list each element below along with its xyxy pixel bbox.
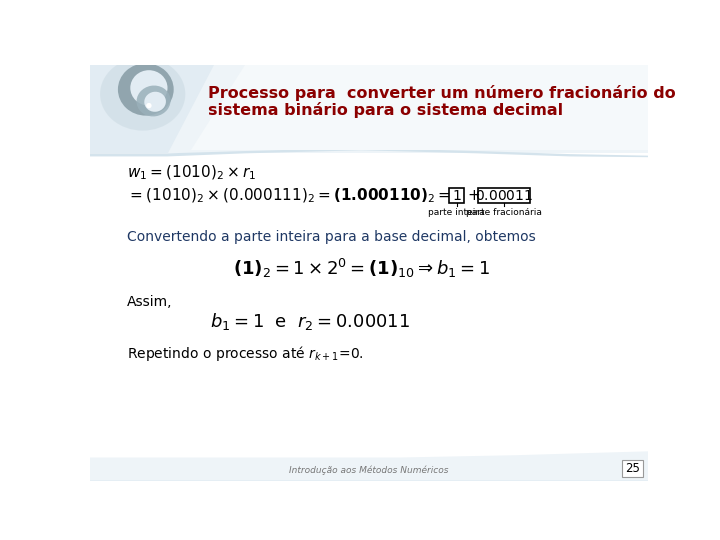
- Ellipse shape: [144, 92, 166, 112]
- FancyBboxPatch shape: [478, 188, 530, 204]
- Text: 25: 25: [625, 462, 640, 475]
- Bar: [90, 451, 648, 481]
- FancyBboxPatch shape: [449, 188, 464, 204]
- Text: parte fracionária: parte fracionária: [466, 208, 541, 217]
- Text: parte inteira: parte inteira: [428, 208, 485, 217]
- Text: $0.00011$: $0.00011$: [474, 188, 533, 202]
- Text: sistema binário para o sistema decimal: sistema binário para o sistema decimal: [208, 102, 563, 118]
- Polygon shape: [168, 65, 648, 153]
- Polygon shape: [191, 65, 648, 150]
- Text: Repetindo o processo até $r_{k+1}$=0.: Repetindo o processo até $r_{k+1}$=0.: [127, 344, 364, 363]
- Text: Assim,: Assim,: [127, 295, 173, 309]
- Text: $\mathbf{(1)}_2 = 1 \times 2^0 = \mathbf{(1)}_{10} \Rightarrow b_1 = 1$: $\mathbf{(1)}_2 = 1 \times 2^0 = \mathbf…: [233, 257, 490, 280]
- Bar: [622, 460, 642, 477]
- Ellipse shape: [130, 70, 168, 106]
- Text: $= (1010)_2 \times (0.000111)_2 = \mathbf{(1.000110)}_2 =$: $= (1010)_2 \times (0.000111)_2 = \mathb…: [127, 186, 451, 205]
- Text: Convertendo a parte inteira para a base decimal, obtemos: Convertendo a parte inteira para a base …: [127, 230, 536, 244]
- Text: $+$: $+$: [467, 188, 480, 203]
- Text: Introdução aos Métodos Numéricos: Introdução aos Métodos Numéricos: [289, 465, 449, 475]
- Text: $1$: $1$: [451, 188, 462, 202]
- Circle shape: [146, 103, 152, 109]
- Bar: [90, 457, 648, 481]
- Polygon shape: [90, 65, 648, 153]
- Ellipse shape: [100, 57, 185, 131]
- Ellipse shape: [137, 85, 171, 117]
- Text: Processo para  converter um número fracionário do: Processo para converter um número fracio…: [208, 85, 675, 102]
- Ellipse shape: [118, 63, 174, 116]
- Polygon shape: [90, 148, 648, 157]
- Text: $b_1 = 1$  e  $r_2 = 0.00011$: $b_1 = 1$ e $r_2 = 0.00011$: [210, 310, 410, 332]
- Text: $w_1 = (1010)_2 \times r_1$: $w_1 = (1010)_2 \times r_1$: [127, 164, 256, 182]
- Bar: [90, 65, 648, 153]
- Polygon shape: [90, 451, 648, 481]
